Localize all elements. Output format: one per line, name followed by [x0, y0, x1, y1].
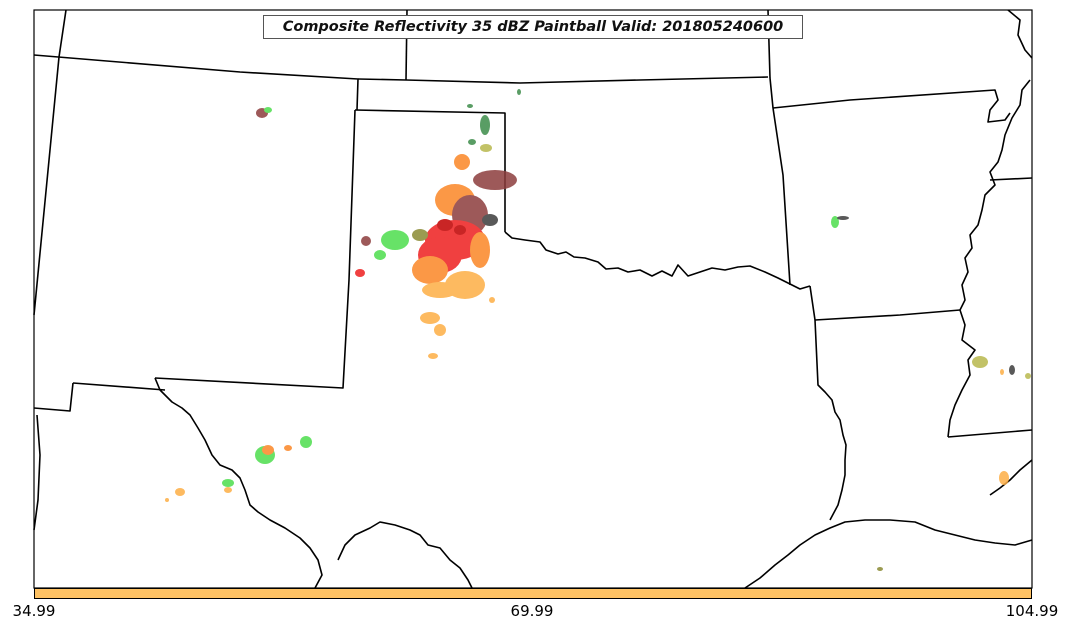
- storm-blob: [467, 104, 473, 108]
- storm-blob: [468, 139, 476, 145]
- boundary-line: [772, 89, 1011, 123]
- boundary-line: [504, 231, 811, 290]
- boundary-line: [154, 109, 356, 389]
- boundary-line: [809, 285, 847, 521]
- boundary-line: [744, 519, 1033, 589]
- storm-blob: [877, 567, 883, 571]
- boundary-line: [1007, 9, 1033, 59]
- boundary-line: [989, 459, 1033, 496]
- storm-blob: [831, 216, 839, 228]
- storm-blob: [437, 219, 453, 231]
- boundary-line: [33, 56, 60, 316]
- storm-blob: [1000, 369, 1004, 375]
- storm-blob: [422, 282, 458, 298]
- storm-blob: [972, 356, 988, 368]
- boundary-line: [357, 76, 769, 84]
- storm-blob: [454, 154, 470, 170]
- reflectivity-blobs: [165, 89, 1031, 571]
- boundary-line: [154, 377, 323, 589]
- storm-blob: [428, 353, 438, 359]
- storm-blob: [284, 445, 292, 451]
- storm-blob: [480, 144, 492, 152]
- boundary-line: [814, 309, 961, 321]
- storm-blob: [454, 225, 466, 235]
- map-frame: [33, 9, 1033, 589]
- colorbar-tick-min: 34.99: [12, 602, 56, 620]
- boundary-line: [947, 79, 1031, 438]
- storm-blob: [434, 324, 446, 336]
- storm-blob: [300, 436, 312, 448]
- storm-blob: [262, 445, 274, 455]
- storm-blob: [355, 269, 365, 277]
- storm-blob: [470, 232, 490, 268]
- boundary-line: [337, 521, 473, 589]
- storm-blob: [175, 488, 185, 496]
- storm-blob: [489, 297, 495, 303]
- storm-blob: [1009, 365, 1015, 375]
- boundary-line: [33, 382, 74, 412]
- storm-blob: [999, 471, 1009, 485]
- boundary-line: [772, 107, 791, 286]
- boundary-line: [989, 177, 1033, 181]
- storm-blob: [165, 498, 169, 502]
- storm-blob: [361, 236, 371, 246]
- storm-blob: [264, 107, 272, 113]
- boundary-line: [33, 414, 41, 531]
- storm-blob: [1025, 373, 1031, 379]
- storm-blob: [412, 256, 448, 284]
- boundary-line: [947, 429, 1033, 438]
- boundary-line: [354, 109, 506, 232]
- boundary-line: [33, 54, 359, 111]
- storm-blob: [482, 214, 498, 226]
- storm-blob: [473, 170, 517, 190]
- storm-blob: [837, 216, 849, 220]
- colorbar-tick-mid: 69.99: [510, 602, 554, 620]
- boundary-line: [72, 382, 166, 391]
- storm-blob: [517, 89, 521, 95]
- storm-blob: [381, 230, 409, 250]
- storm-blob: [374, 250, 386, 260]
- state-boundaries: [33, 9, 1033, 589]
- colorbar-tick-max: 104.99: [1005, 602, 1059, 620]
- colorbar: [34, 588, 1032, 599]
- boundary-line: [58, 9, 67, 58]
- storm-blob: [412, 229, 428, 241]
- storm-blob: [480, 115, 490, 135]
- storm-blob: [222, 479, 234, 487]
- storm-blob: [420, 312, 440, 324]
- map-title: Composite Reflectivity 35 dBZ Paintball …: [263, 15, 803, 39]
- storm-blob: [224, 487, 232, 493]
